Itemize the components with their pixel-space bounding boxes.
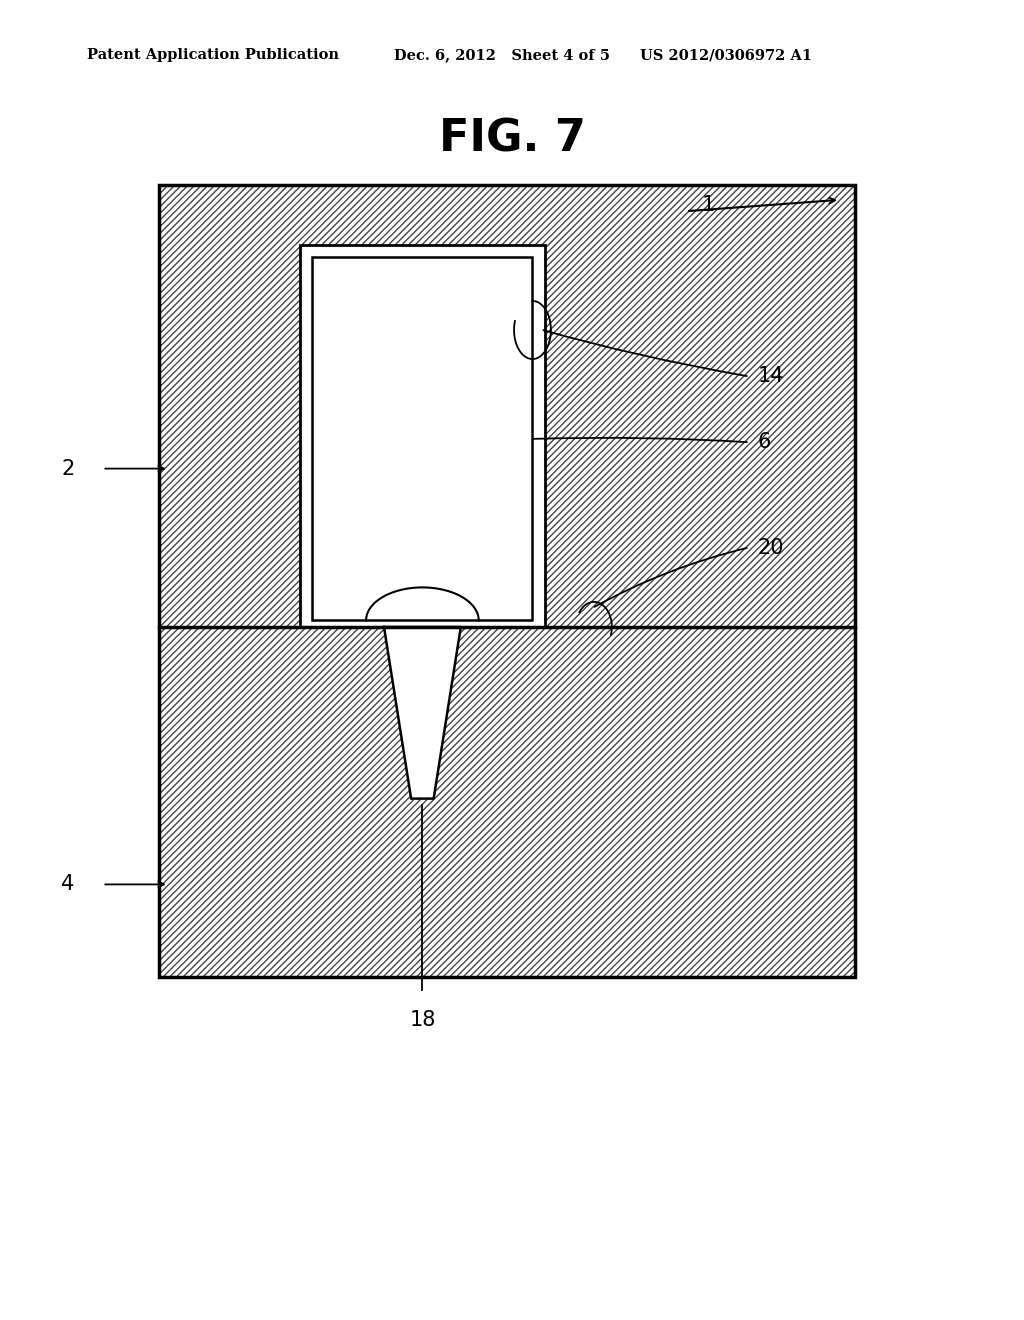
Text: US 2012/0306972 A1: US 2012/0306972 A1 xyxy=(640,49,812,62)
Bar xyxy=(159,627,855,977)
Text: 14: 14 xyxy=(758,366,784,387)
Text: FIG. 7: FIG. 7 xyxy=(438,117,586,160)
Text: 4: 4 xyxy=(61,874,75,895)
Polygon shape xyxy=(384,627,461,799)
Bar xyxy=(159,185,855,977)
Bar xyxy=(300,246,545,627)
Text: Patent Application Publication: Patent Application Publication xyxy=(87,49,339,62)
Bar xyxy=(312,257,532,620)
Text: 20: 20 xyxy=(758,537,784,558)
Text: 2: 2 xyxy=(61,458,75,479)
Text: 18: 18 xyxy=(410,1010,435,1030)
Bar xyxy=(159,185,855,627)
Text: Dec. 6, 2012   Sheet 4 of 5: Dec. 6, 2012 Sheet 4 of 5 xyxy=(394,49,610,62)
Bar xyxy=(159,185,855,627)
Bar xyxy=(159,627,855,977)
Text: 6: 6 xyxy=(758,432,771,453)
Text: 1: 1 xyxy=(701,194,715,215)
